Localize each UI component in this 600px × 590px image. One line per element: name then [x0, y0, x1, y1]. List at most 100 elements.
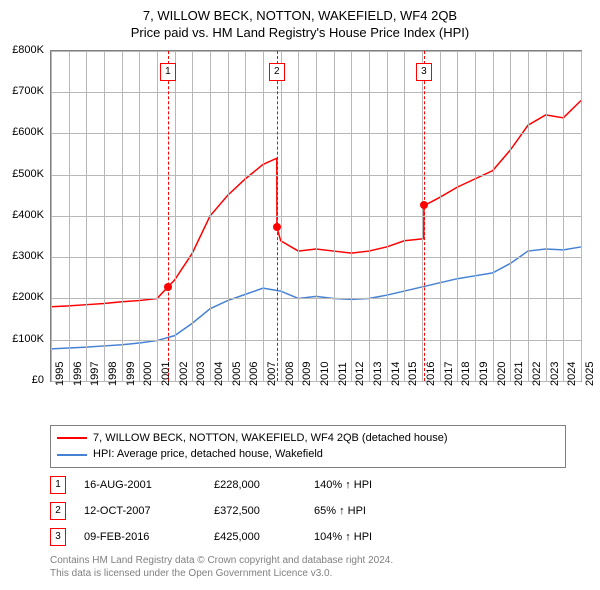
x-tick-label: 2003 [195, 361, 207, 385]
x-tick-label: 2015 [407, 361, 419, 385]
x-tick-label: 2023 [549, 361, 561, 385]
gridline-v [51, 51, 52, 381]
gridline-v [263, 51, 264, 381]
event-price: £228,000 [214, 479, 314, 491]
chart-container: 7, WILLOW BECK, NOTTON, WAKEFIELD, WF4 2… [0, 0, 600, 590]
marker-line [168, 51, 169, 381]
y-tick-label: £700K [12, 85, 44, 97]
y-tick-label: £600K [12, 126, 44, 138]
x-tick-label: 2020 [496, 361, 508, 385]
marker-box: 2 [269, 63, 285, 81]
title-block: 7, WILLOW BECK, NOTTON, WAKEFIELD, WF4 2… [0, 0, 600, 42]
x-tick-label: 2011 [337, 362, 349, 386]
x-tick-label: 2025 [584, 361, 596, 385]
y-tick-label: £400K [12, 209, 44, 221]
event-hpi: 65% ↑ HPI [314, 505, 366, 517]
x-tick-label: 2008 [284, 361, 296, 385]
gridline-v [475, 51, 476, 381]
x-tick-label: 2022 [531, 361, 543, 385]
marker-dot [164, 283, 172, 291]
x-tick-label: 2021 [513, 361, 525, 385]
gridline-v [387, 51, 388, 381]
title-line-2: Price paid vs. HM Land Registry's House … [0, 25, 600, 42]
gridline-v [581, 51, 582, 381]
legend-label: 7, WILLOW BECK, NOTTON, WAKEFIELD, WF4 2… [93, 430, 448, 447]
marker-box: 1 [160, 63, 176, 81]
event-hpi: 140% ↑ HPI [314, 479, 372, 491]
x-tick-label: 2014 [390, 361, 402, 385]
gridline-v [281, 51, 282, 381]
gridline-v [369, 51, 370, 381]
x-tick-label: 2024 [566, 361, 578, 385]
gridline-v [563, 51, 564, 381]
gridline-v [175, 51, 176, 381]
legend-swatch [57, 454, 87, 456]
x-tick-label: 2013 [372, 361, 384, 385]
y-tick-label: £200K [12, 291, 44, 303]
legend: 7, WILLOW BECK, NOTTON, WAKEFIELD, WF4 2… [50, 425, 566, 468]
marker-dot [420, 201, 428, 209]
events-table: 1 16-AUG-2001£228,000140% ↑ HPI 2 12-OCT-20… [50, 476, 566, 546]
x-tick-label: 1995 [54, 361, 66, 385]
x-tick-label: 2007 [266, 361, 278, 385]
event-marker-box: 2 [50, 502, 66, 520]
gridline-v [298, 51, 299, 381]
x-tick-label: 2005 [231, 361, 243, 385]
x-tick-label: 2004 [213, 361, 225, 385]
x-tick-label: 1999 [125, 361, 137, 385]
gridline-v [422, 51, 423, 381]
gridline-v [528, 51, 529, 381]
legend-label: HPI: Average price, detached house, Wake… [93, 446, 323, 463]
gridline-v [457, 51, 458, 381]
x-tick-label: 2009 [301, 361, 313, 385]
x-tick-label: 2018 [460, 361, 472, 385]
x-tick-label: 2019 [478, 361, 490, 385]
gridline-v [192, 51, 193, 381]
gridline-v [546, 51, 547, 381]
event-hpi: 104% ↑ HPI [314, 531, 372, 543]
marker-line [424, 51, 425, 381]
event-date: 16-AUG-2001 [84, 479, 214, 491]
gridline-v [104, 51, 105, 381]
gridline-v [69, 51, 70, 381]
x-tick-label: 2016 [425, 361, 437, 385]
x-tick-label: 2012 [354, 361, 366, 385]
plot: 123 [50, 50, 582, 382]
y-tick-label: £800K [12, 44, 44, 56]
gridline-v [228, 51, 229, 381]
event-marker-box: 1 [50, 476, 66, 494]
footer: Contains HM Land Registry data © Crown c… [50, 554, 590, 580]
gridline-v [122, 51, 123, 381]
legend-swatch [57, 437, 87, 439]
event-price: £372,500 [214, 505, 314, 517]
x-tick-label: 2006 [248, 361, 260, 385]
gridline-v [210, 51, 211, 381]
x-tick-label: 2001 [160, 361, 172, 385]
x-tick-label: 1997 [89, 361, 101, 385]
legend-row: 7, WILLOW BECK, NOTTON, WAKEFIELD, WF4 2… [57, 430, 559, 447]
gridline-v [316, 51, 317, 381]
gridline-v [404, 51, 405, 381]
footer-line-1: Contains HM Land Registry data © Crown c… [50, 554, 590, 567]
gridline-v [157, 51, 158, 381]
x-tick-label: 1998 [107, 361, 119, 385]
event-row: 2 12-OCT-2007£372,50065% ↑ HPI [50, 502, 566, 520]
event-date: 12-OCT-2007 [84, 505, 214, 517]
event-price: £425,000 [214, 531, 314, 543]
gridline-v [334, 51, 335, 381]
event-date: 09-FEB-2016 [84, 531, 214, 543]
event-row: 3 09-FEB-2016£425,000104% ↑ HPI [50, 528, 566, 546]
event-marker-box: 3 [50, 528, 66, 546]
gridline-v [510, 51, 511, 381]
x-tick-label: 2000 [142, 361, 154, 385]
title-line-1: 7, WILLOW BECK, NOTTON, WAKEFIELD, WF4 2… [0, 8, 600, 25]
gridline-v [139, 51, 140, 381]
y-tick-label: £500K [12, 168, 44, 180]
marker-line [277, 51, 278, 381]
gridline-v [245, 51, 246, 381]
gridline-v [440, 51, 441, 381]
y-tick-label: £0 [32, 374, 44, 386]
y-tick-label: £100K [12, 333, 44, 345]
gridline-v [86, 51, 87, 381]
chart-area: 123 £0£100K£200K£300K£400K£500K£600K£700… [50, 50, 580, 380]
